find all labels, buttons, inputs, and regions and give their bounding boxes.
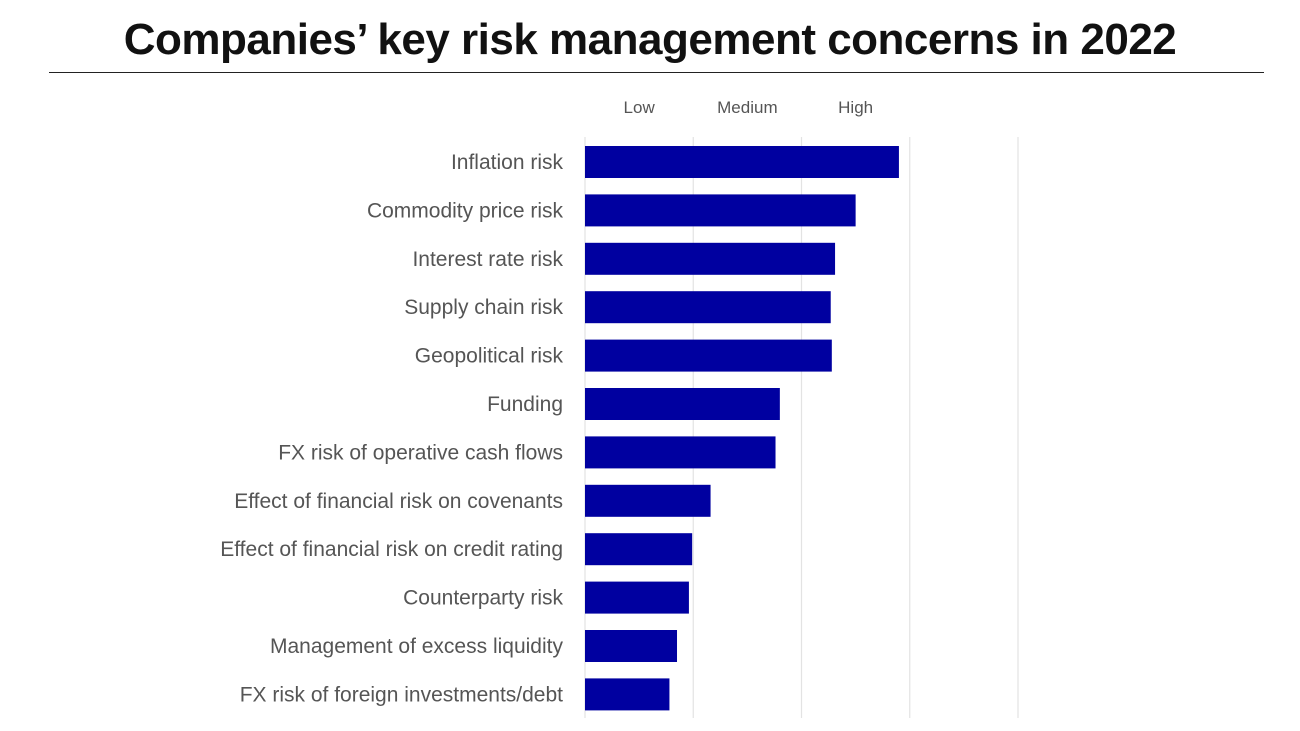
bar xyxy=(585,533,693,566)
bar xyxy=(585,242,836,275)
category-label: Effect of financial risk on credit ratin… xyxy=(220,538,563,561)
bar xyxy=(585,484,711,517)
category-label: Geopolitical risk xyxy=(415,345,564,368)
bar xyxy=(585,678,670,711)
bar xyxy=(585,146,899,178)
gridlines xyxy=(584,137,1019,718)
category-label: Counterparty risk xyxy=(403,587,563,610)
x-tick-label: Low xyxy=(624,98,656,117)
category-label: Effect of financial risk on covenants xyxy=(234,490,563,513)
category-label: Funding xyxy=(487,393,563,416)
bar xyxy=(585,291,831,324)
chart-title: Companies’ key risk management concerns … xyxy=(123,15,1177,64)
category-label: Supply chain risk xyxy=(404,296,563,319)
bar xyxy=(585,581,689,614)
bar xyxy=(585,194,856,227)
category-label: Management of excess liquidity xyxy=(270,635,563,658)
bar xyxy=(585,339,832,372)
bar xyxy=(585,388,780,420)
bar xyxy=(585,436,776,469)
category-labels: Inflation risk Commodity price risk Intere… xyxy=(220,151,563,706)
category-label: FX risk of operative cash flows xyxy=(278,441,563,464)
bar xyxy=(585,630,678,662)
category-label: Inflation risk xyxy=(451,151,564,174)
bars xyxy=(585,146,899,711)
x-tick-label: Medium xyxy=(717,98,777,117)
x-axis-tick-labels: Low Medium High xyxy=(624,98,874,117)
x-tick-label: High xyxy=(838,98,873,117)
category-label: FX risk of foreign investments/debt xyxy=(240,683,563,706)
category-label: Commodity price risk xyxy=(367,199,564,222)
category-label: Interest rate risk xyxy=(412,248,563,271)
title-divider xyxy=(49,72,1264,73)
